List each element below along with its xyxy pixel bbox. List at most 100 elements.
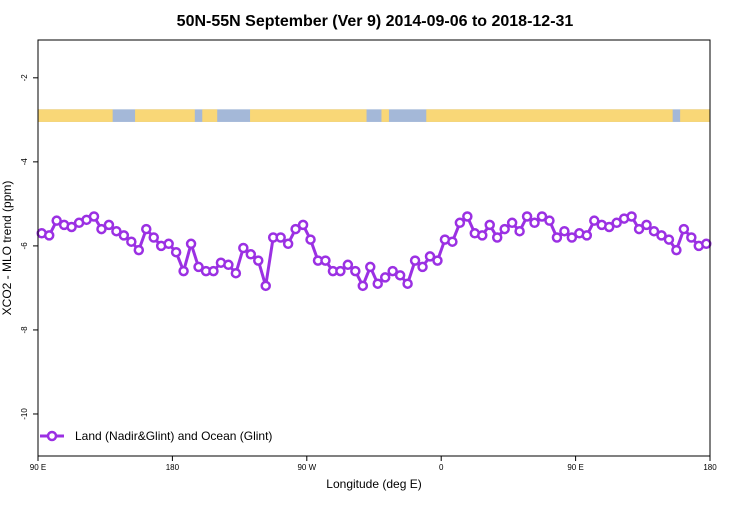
y-tick-label: -8 — [20, 326, 29, 334]
data-point — [409, 255, 421, 266]
y-tick-label: -2 — [20, 74, 29, 82]
data-point — [447, 236, 458, 247]
data-point — [335, 265, 346, 277]
data-point — [111, 225, 122, 237]
data-point — [193, 261, 204, 273]
data-point — [432, 255, 443, 266]
data-point — [686, 232, 697, 243]
x-tick-label: 90 E — [30, 463, 46, 472]
data-point — [88, 211, 100, 222]
data-point — [499, 223, 510, 235]
data-point — [51, 215, 62, 226]
y-axis: -2 -4 -6 -8 -10 — [20, 74, 38, 420]
data-point — [282, 238, 294, 250]
data-point — [648, 225, 660, 237]
data-point — [701, 238, 712, 250]
data-point — [514, 225, 525, 237]
data-point — [626, 211, 637, 222]
data-point — [170, 246, 182, 258]
data-point — [544, 215, 555, 226]
y-tick-label: -4 — [20, 158, 29, 166]
x-tick-label: 180 — [166, 463, 180, 472]
data-point — [96, 223, 107, 235]
data-point — [163, 238, 174, 250]
data-point — [305, 234, 316, 245]
x-tick-label: 90 W — [297, 463, 316, 472]
data-point — [260, 280, 271, 292]
data-point — [589, 215, 600, 226]
land-band-segment — [680, 109, 710, 122]
data-point — [551, 232, 563, 243]
legend-label: Land (Nadir&Glint) and Ocean (Glint) — [75, 429, 272, 443]
data-point — [402, 278, 413, 289]
data-point — [178, 265, 189, 277]
data-point — [297, 219, 309, 231]
x-axis: 90 E 180 90 W 0 90 E 180 — [30, 456, 717, 472]
data-point — [671, 244, 682, 256]
data-point — [678, 223, 690, 235]
data-point — [462, 211, 473, 222]
land-band-segment — [135, 109, 195, 122]
data-point — [230, 267, 242, 279]
data-point — [477, 230, 488, 241]
data-point — [566, 232, 578, 243]
land-band-segment — [38, 109, 113, 122]
data-point — [148, 232, 159, 243]
x-tick-label: 90 E — [567, 463, 583, 472]
x-axis-label: Longitude (deg E) — [326, 477, 421, 491]
legend: Land (Nadir&Glint) and Ocean (Glint) — [40, 429, 272, 443]
data-point — [245, 249, 257, 260]
series-layer — [36, 211, 712, 292]
x-tick-label: 180 — [703, 463, 717, 472]
data-point — [454, 217, 466, 229]
data-point — [365, 261, 376, 273]
x-tick-label: 0 — [439, 463, 444, 472]
data-point — [559, 225, 570, 237]
plot-frame — [37, 39, 711, 457]
data-point — [126, 236, 137, 247]
legend-marker-swatch — [46, 430, 58, 442]
land-band-segment — [426, 109, 673, 122]
data-point — [379, 272, 391, 283]
data-point — [633, 223, 645, 235]
data-point — [320, 255, 331, 266]
data-point — [208, 265, 219, 277]
land-ocean-band — [38, 109, 710, 122]
data-point — [394, 270, 406, 281]
data-point — [238, 242, 249, 254]
data-point — [133, 244, 145, 256]
y-axis-label: XCO2 - MLO trend (ppm) — [0, 181, 14, 316]
data-point — [357, 280, 369, 292]
data-point — [491, 232, 503, 243]
data-point — [141, 223, 152, 235]
data-point — [484, 219, 495, 231]
land-band-segment — [250, 109, 367, 122]
data-point — [424, 251, 436, 262]
data-point — [103, 219, 115, 231]
data-point — [275, 232, 286, 243]
data-point — [641, 219, 652, 231]
data-point — [372, 278, 383, 289]
data-point — [185, 238, 197, 250]
data-point — [66, 221, 77, 233]
data-point — [350, 265, 361, 277]
data-point — [417, 261, 428, 273]
data-point — [43, 230, 55, 241]
data-point — [118, 230, 130, 241]
data-point — [529, 217, 540, 229]
data-point — [290, 223, 301, 235]
data-point — [506, 217, 518, 229]
data-point — [223, 259, 234, 271]
land-band-segment — [381, 109, 389, 122]
land-band-segment — [202, 109, 218, 122]
data-point — [536, 211, 548, 222]
data-point — [253, 255, 264, 266]
data-point — [663, 234, 675, 245]
y-tick-label: -6 — [20, 242, 29, 250]
data-point — [656, 230, 667, 241]
chart-title: 50N-55N September (Ver 9) 2014-09-06 to … — [177, 13, 574, 30]
data-point — [387, 265, 398, 277]
data-point — [611, 217, 622, 229]
